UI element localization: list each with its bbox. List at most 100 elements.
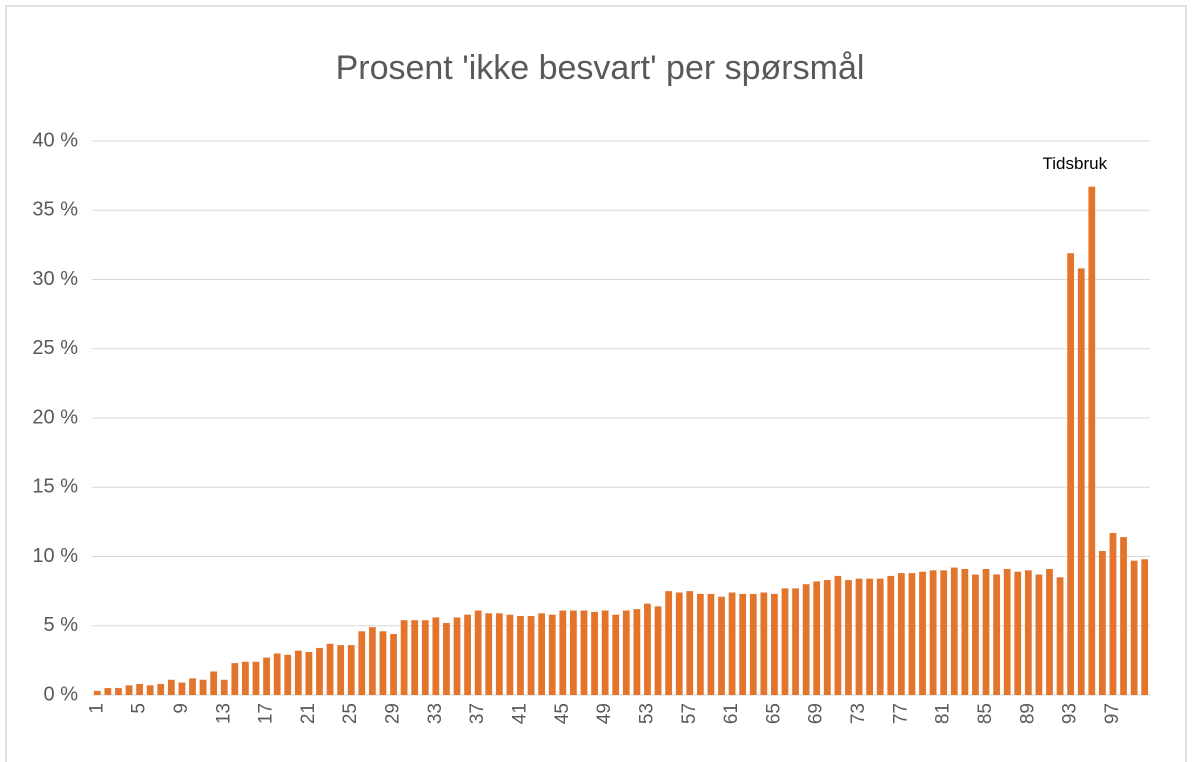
bar <box>1014 571 1022 695</box>
x-tick-label: 45 <box>552 703 573 724</box>
bar <box>146 685 154 695</box>
x-tick-label: 61 <box>721 703 742 724</box>
x-tick-label: 1 <box>86 703 107 714</box>
bar <box>273 653 281 695</box>
bar <box>1056 577 1064 695</box>
bar <box>538 613 546 695</box>
bar <box>781 588 789 695</box>
bar <box>982 568 990 695</box>
bar <box>263 657 270 695</box>
bar <box>570 610 577 695</box>
bar <box>1067 253 1075 695</box>
bar <box>1099 550 1106 695</box>
bar <box>876 578 884 695</box>
x-tick-label: 85 <box>975 703 996 724</box>
bar <box>580 610 588 695</box>
x-tick-label: 49 <box>594 703 615 724</box>
bar <box>1109 532 1117 695</box>
y-tick-label: 5 % <box>44 614 79 636</box>
bar <box>728 592 736 695</box>
bar <box>1141 559 1149 695</box>
bar <box>1024 570 1032 695</box>
bar <box>1077 268 1085 695</box>
bar <box>1130 560 1138 695</box>
bar <box>231 663 239 695</box>
y-tick-label: 20 % <box>32 406 78 428</box>
bar <box>474 610 482 695</box>
bar <box>823 580 831 695</box>
bar <box>855 578 863 695</box>
x-tick-label: 33 <box>425 703 446 724</box>
bar <box>792 588 799 695</box>
bar <box>390 634 397 695</box>
x-tick-label: 57 <box>679 703 700 724</box>
bar <box>495 613 503 695</box>
bar <box>845 580 852 695</box>
x-tick-label: 65 <box>763 703 784 724</box>
bar <box>644 603 651 695</box>
y-tick-label: 10 % <box>32 545 78 567</box>
bar <box>115 688 122 695</box>
bar <box>940 570 948 695</box>
bar <box>400 620 408 695</box>
bar <box>866 578 874 695</box>
x-tick-label: 5 <box>129 703 150 714</box>
bar <box>718 596 725 695</box>
bar <box>929 570 937 695</box>
x-tick-label: 25 <box>340 703 361 724</box>
bar <box>993 574 1000 695</box>
bar <box>802 584 810 695</box>
bar <box>157 683 165 695</box>
y-tick-label: 30 % <box>32 268 78 290</box>
bar <box>919 571 926 695</box>
x-tick-label: 37 <box>467 703 488 724</box>
bar <box>294 650 302 695</box>
bar <box>548 614 556 695</box>
bar <box>305 652 313 695</box>
bar <box>368 627 376 695</box>
bar <box>199 679 207 695</box>
bar <box>749 593 757 695</box>
bar <box>316 647 323 695</box>
bar <box>167 679 175 695</box>
bar <box>464 614 471 695</box>
bar <box>284 654 292 695</box>
bar <box>136 683 143 695</box>
bar <box>1088 186 1096 695</box>
bar <box>771 593 778 695</box>
bar <box>654 606 662 695</box>
x-tick-label: 77 <box>890 703 911 724</box>
y-tick-label: 25 % <box>32 337 78 359</box>
x-tick-label: 89 <box>1017 703 1038 724</box>
bar <box>517 616 524 695</box>
bar <box>1046 568 1053 695</box>
bar <box>601 610 609 695</box>
bar <box>559 610 567 695</box>
bar <box>326 643 334 695</box>
x-tick-label: 69 <box>806 703 827 724</box>
y-tick-label: 40 % <box>32 129 78 151</box>
bar <box>443 622 450 695</box>
x-tick-label: 29 <box>383 703 404 724</box>
y-tick-label: 0 % <box>44 683 79 705</box>
bar <box>622 610 630 695</box>
bar <box>527 616 535 695</box>
bar <box>379 631 387 695</box>
bar <box>813 581 821 695</box>
bar <box>707 593 715 695</box>
bar <box>421 620 429 695</box>
bar <box>506 614 514 695</box>
bar <box>908 573 916 695</box>
x-tick-label: 41 <box>510 703 531 724</box>
x-tick-label: 21 <box>298 703 319 724</box>
bar <box>104 688 112 695</box>
bar <box>1003 568 1011 695</box>
y-tick-label: 35 % <box>32 199 78 221</box>
x-tick-label: 9 <box>171 703 192 714</box>
x-tick-label: 17 <box>256 703 277 724</box>
bar <box>612 614 620 695</box>
bar <box>93 690 101 695</box>
bar <box>633 609 641 695</box>
bar <box>358 631 366 695</box>
